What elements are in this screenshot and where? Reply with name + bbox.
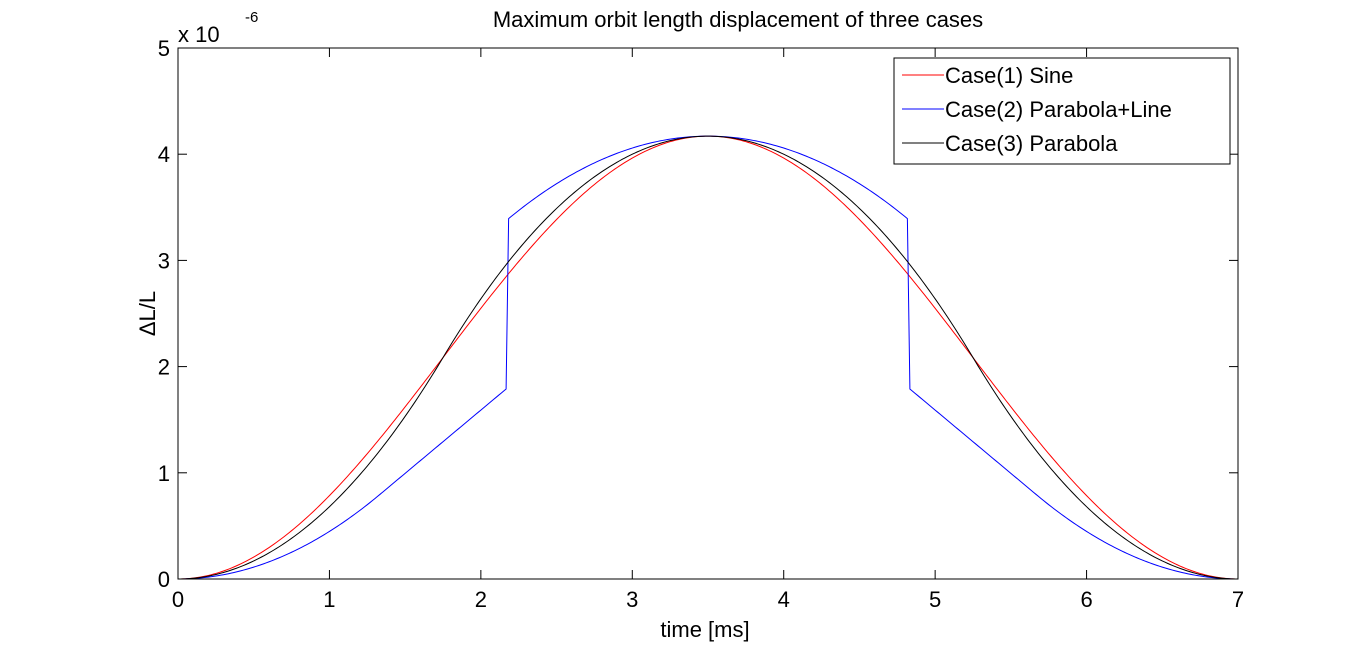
x-tick-label: 1 (323, 587, 335, 612)
legend-box (893, 57, 1231, 165)
legend-label-1: Case(1) Sine (945, 63, 1073, 88)
legend: Case(1) Sine Case(2) Parabola+Line Case(3)… (893, 57, 1231, 165)
y-axis-label: ΔL/L (135, 291, 160, 336)
y-exponent-power: -6 (245, 9, 258, 26)
series-line-3 (177, 135, 1239, 580)
x-tick-label: 7 (1232, 587, 1244, 612)
legend-items: Case(1) Sine Case(2) Parabola+Line Case(3)… (902, 63, 1172, 156)
x-tick-label: 0 (172, 587, 184, 612)
y-tick-label: 3 (158, 248, 170, 273)
x-tick-label: 2 (475, 587, 487, 612)
y-tick-label: 5 (158, 36, 170, 61)
y-tick-label: 0 (158, 567, 170, 592)
x-tick-label: 5 (929, 587, 941, 612)
y-tick-label: 2 (158, 355, 170, 380)
x-tick-label: 4 (778, 587, 790, 612)
legend-label-2: Case(2) Parabola+Line (945, 97, 1172, 122)
y-tick-label: 1 (158, 461, 170, 486)
y-tick-label: 4 (158, 142, 170, 167)
ticks-layer: 0 1 2 3 4 5 6 7 0 1 2 3 4 5 (158, 36, 1244, 612)
x-tick-label: 6 (1080, 587, 1092, 612)
y-exponent-base: x 10 (178, 22, 220, 47)
y-exponent: x 10 -6 (178, 9, 258, 47)
plot-frame (177, 47, 1239, 580)
x-tick-label: 3 (626, 587, 638, 612)
legend-label-3: Case(3) Parabola (945, 131, 1118, 156)
series-layer (177, 135, 1239, 580)
x-axis-label: time [ms] (660, 617, 749, 642)
chart-title: Maximum orbit length displacement of thr… (493, 7, 983, 32)
